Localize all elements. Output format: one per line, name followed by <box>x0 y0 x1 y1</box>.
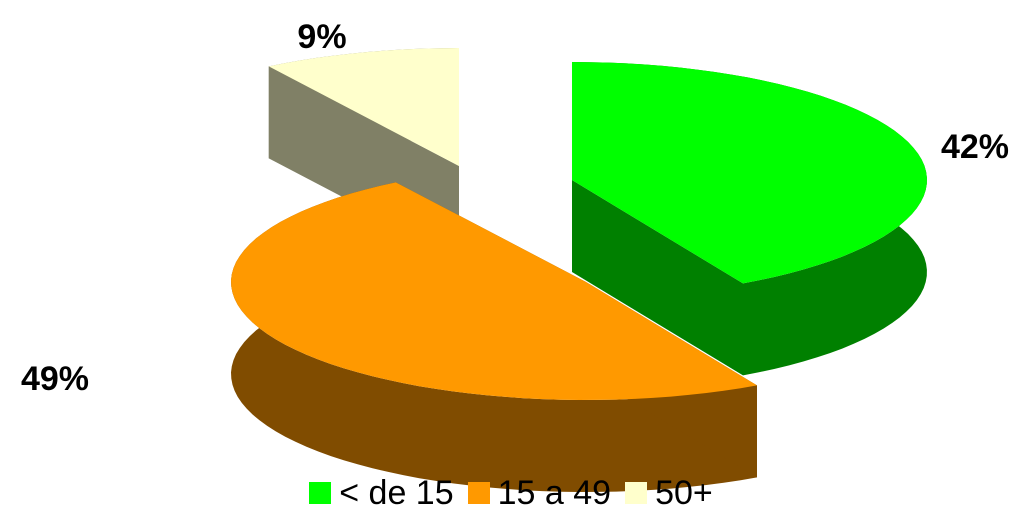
slice-tops <box>231 48 927 400</box>
legend-label-50-plus: 50+ <box>655 473 713 512</box>
legend-label-15-49: 15 a 49 <box>497 473 612 512</box>
legend-label-lt-15: < de 15 <box>339 473 454 512</box>
legend-item-50-plus: 50+ <box>625 474 713 513</box>
legend-item-15-49: 15 a 49 <box>467 473 612 513</box>
legend-swatch-lt-15 <box>309 482 332 504</box>
data-label-lt-15: 42% <box>941 128 1009 166</box>
legend-item-lt-15: < de 15 <box>309 473 454 513</box>
slice-top-lt-15 <box>572 62 927 284</box>
legend-swatch-50-plus <box>625 482 648 504</box>
slice-top-15-49 <box>231 182 757 400</box>
slice-top-50-plus <box>268 48 459 166</box>
legend-swatch-15-49 <box>467 482 490 504</box>
data-label-50-plus: 9% <box>297 18 346 56</box>
chart-legend: < de 15 15 a 49 50+ <box>0 468 1022 518</box>
data-label-15-49: 49% <box>21 360 89 398</box>
slice-wall-lt-15-1 <box>572 180 743 376</box>
